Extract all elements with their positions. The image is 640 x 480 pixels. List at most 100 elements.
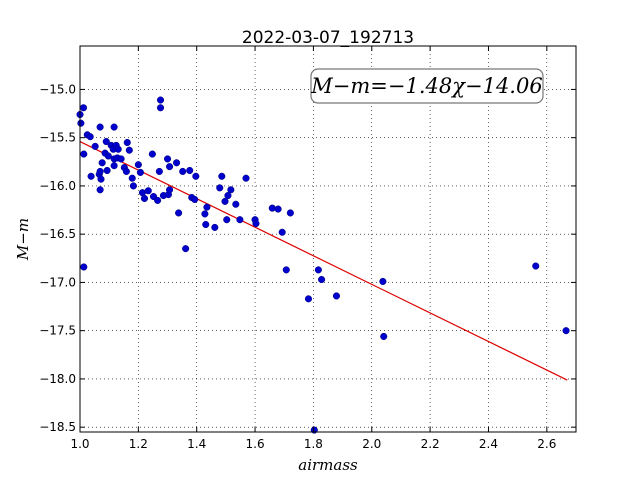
data-point bbox=[221, 197, 229, 205]
data-point bbox=[192, 172, 200, 180]
data-point bbox=[96, 167, 104, 175]
data-point bbox=[274, 205, 282, 213]
data-point bbox=[216, 184, 224, 192]
x-tick-label: 1.2 bbox=[129, 437, 148, 451]
data-point bbox=[203, 203, 211, 211]
fit-equation-box: M−m=−1.48χ−14.06 bbox=[310, 68, 544, 104]
data-point bbox=[532, 262, 540, 270]
data-point bbox=[201, 210, 209, 218]
data-point bbox=[286, 209, 294, 217]
data-point bbox=[211, 223, 219, 231]
x-tick-label: 2.0 bbox=[362, 437, 381, 451]
fit-line bbox=[79, 140, 568, 381]
data-point bbox=[232, 200, 240, 208]
x-tick-label: 2.2 bbox=[421, 437, 440, 451]
data-point bbox=[136, 168, 144, 176]
data-point bbox=[562, 327, 570, 335]
data-point bbox=[114, 145, 122, 153]
x-tick-label: 1.6 bbox=[246, 437, 265, 451]
data-point bbox=[278, 228, 286, 236]
axis-ticks: 1.0 1.2 1.4 1.6 1.8 2.0 2.2 2.4 2.6 −15.0 −15.5 −16… bbox=[39, 46, 576, 451]
data-point bbox=[156, 104, 165, 112]
data-point bbox=[97, 175, 105, 183]
data-point bbox=[268, 204, 276, 212]
data-point bbox=[148, 150, 156, 158]
x-tick-label: 1.0 bbox=[70, 437, 89, 451]
data-point bbox=[252, 220, 260, 228]
data-point bbox=[110, 162, 118, 170]
data-point bbox=[304, 295, 313, 303]
x-tick-label: 1.4 bbox=[187, 437, 206, 451]
data-point bbox=[224, 192, 232, 200]
plot-area bbox=[80, 46, 576, 432]
data-point bbox=[282, 266, 290, 274]
y-axis-label: M−m bbox=[14, 218, 32, 261]
y-tick-label: −15.5 bbox=[39, 131, 76, 145]
data-points bbox=[76, 96, 570, 434]
data-point bbox=[179, 167, 187, 175]
plot-frame bbox=[79, 45, 577, 433]
data-point bbox=[79, 104, 88, 112]
data-point bbox=[163, 155, 172, 163]
data-point bbox=[134, 161, 142, 169]
data-point bbox=[202, 220, 210, 229]
data-point bbox=[117, 155, 125, 163]
data-point bbox=[236, 216, 244, 224]
data-point bbox=[96, 186, 104, 194]
data-point bbox=[123, 138, 131, 147]
data-point bbox=[242, 174, 250, 182]
data-point bbox=[332, 292, 341, 300]
data-point bbox=[379, 277, 387, 286]
data-point bbox=[102, 137, 110, 146]
x-tick-label: 2.6 bbox=[537, 437, 556, 451]
y-tick-label: −16.0 bbox=[39, 179, 76, 193]
data-point bbox=[166, 186, 174, 194]
data-point bbox=[87, 172, 95, 180]
x-axis-label: airmass bbox=[298, 456, 358, 474]
fit-equation-frame bbox=[310, 68, 544, 104]
data-point bbox=[140, 194, 149, 203]
data-point bbox=[103, 166, 111, 175]
data-point bbox=[96, 123, 104, 131]
data-point bbox=[314, 266, 322, 274]
data-point bbox=[110, 123, 118, 131]
data-point bbox=[318, 275, 326, 284]
x-tick-label: 1.8 bbox=[304, 437, 323, 451]
data-point bbox=[122, 167, 130, 175]
data-point bbox=[156, 96, 165, 104]
data-point bbox=[182, 245, 190, 253]
data-point bbox=[154, 196, 162, 204]
chart-title: 2022-03-07_192713 bbox=[242, 28, 414, 48]
data-point bbox=[86, 133, 94, 141]
y-tick-label: −15.0 bbox=[39, 82, 76, 96]
data-point bbox=[218, 172, 226, 180]
data-point bbox=[125, 146, 133, 154]
data-point bbox=[227, 186, 235, 194]
data-point bbox=[80, 263, 88, 271]
data-point bbox=[80, 150, 88, 158]
data-point bbox=[91, 142, 99, 150]
x-tick-label: 2.4 bbox=[479, 437, 498, 451]
fit-line-group bbox=[79, 140, 568, 381]
data-point bbox=[175, 209, 183, 217]
data-point bbox=[173, 159, 181, 167]
y-tick-label: −17.5 bbox=[39, 324, 76, 338]
y-tick-label: −18.5 bbox=[39, 420, 76, 434]
data-point bbox=[77, 119, 85, 127]
data-point bbox=[380, 332, 388, 341]
y-tick-label: −18.0 bbox=[39, 372, 76, 386]
data-point bbox=[129, 182, 137, 190]
data-point bbox=[166, 163, 174, 171]
data-point bbox=[144, 187, 152, 195]
y-tick-label: −16.5 bbox=[39, 227, 76, 241]
data-point bbox=[223, 216, 231, 224]
data-point bbox=[128, 174, 136, 182]
fit-equation: M−m=−1.48χ−14.06 bbox=[310, 74, 542, 98]
data-point bbox=[98, 159, 106, 167]
y-tick-label: −17.0 bbox=[39, 275, 76, 289]
data-point bbox=[186, 166, 194, 175]
data-point bbox=[155, 167, 163, 175]
data-point bbox=[104, 152, 112, 160]
data-point bbox=[191, 195, 199, 203]
